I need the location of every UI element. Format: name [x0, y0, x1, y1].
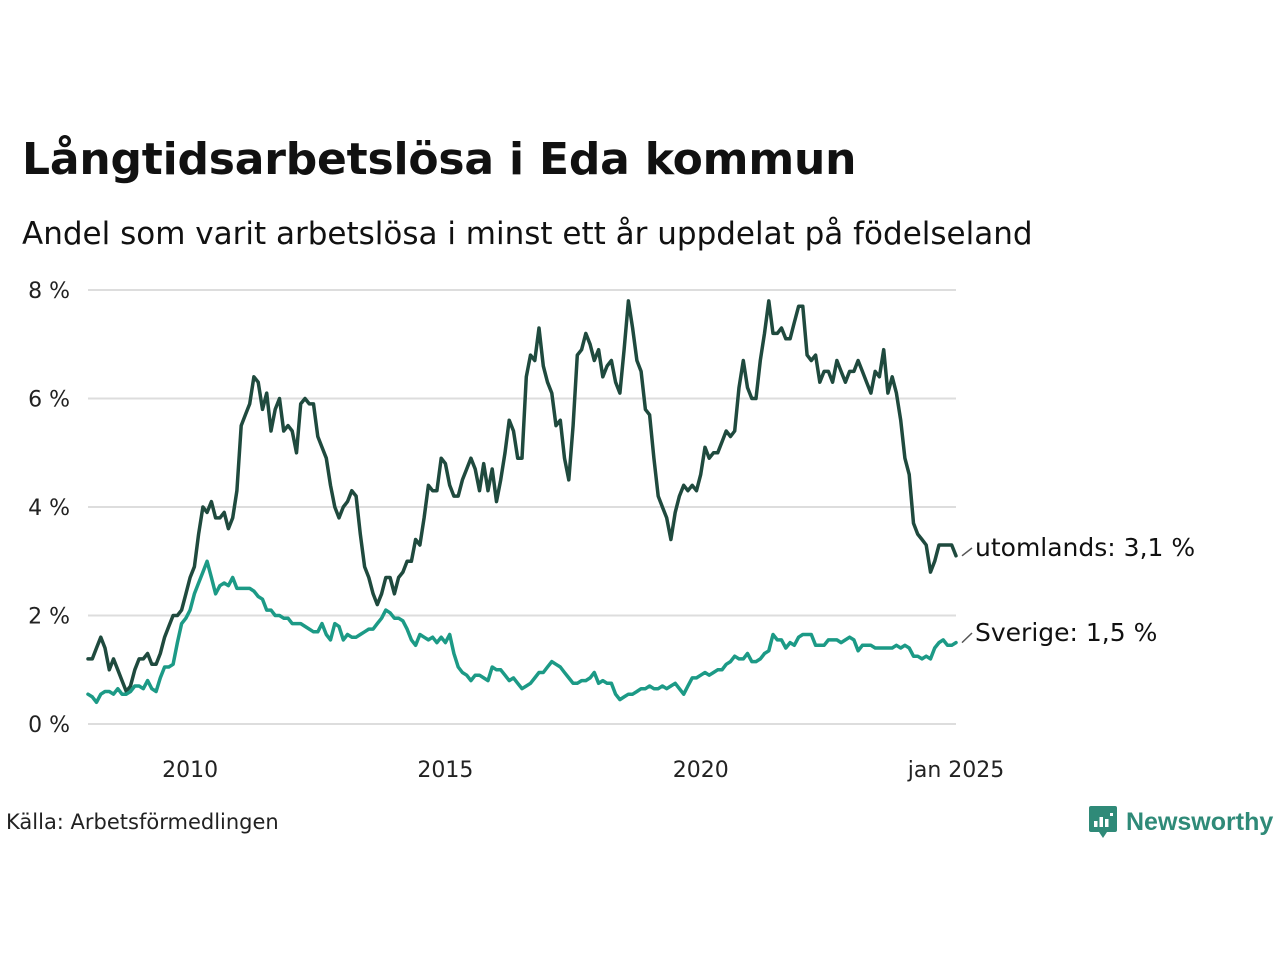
end-label-sverige: Sverige: 1,5 %: [975, 618, 1157, 647]
end-label-connector: [961, 547, 973, 557]
y-tick-label: 0 %: [28, 713, 70, 738]
x-tick-label: jan 2025: [907, 758, 1005, 783]
y-tick-label: 2 %: [28, 605, 70, 630]
series-line-utomlands: [86, 299, 958, 694]
x-tick-label: 2010: [162, 758, 218, 783]
end-label-connector: [961, 632, 973, 644]
series-line-sverige: [86, 559, 958, 705]
x-tick-label: 2020: [673, 758, 729, 783]
series-lines: [86, 299, 958, 705]
end-label-utomlands: utomlands: 3,1 %: [975, 533, 1195, 562]
y-axis: 0 % 2 % 4 % 6 % 8 %: [28, 279, 70, 738]
chart-subtitle: Andel som varit arbetslösa i minst ett å…: [22, 216, 1033, 252]
y-tick-label: 6 %: [28, 388, 70, 413]
chart-title: Långtidsarbetslösa i Eda kommun: [22, 134, 857, 185]
bar-chart-pin-icon: [1089, 806, 1117, 838]
brand-name: Newsworthy: [1126, 807, 1274, 836]
series-end-labels: utomlands: 3,1 % Sverige: 1,5 %: [961, 533, 1195, 647]
brand-logo: Newsworthy: [1088, 804, 1273, 840]
x-axis: 2010 2015 2020 jan 2025: [162, 758, 1004, 783]
y-tick-label: 4 %: [28, 496, 70, 521]
y-tick-label: 8 %: [28, 279, 70, 304]
source-note: Källa: Arbetsförmedlingen: [6, 810, 279, 834]
grid-lines: [88, 289, 956, 725]
x-tick-label: 2015: [417, 758, 473, 783]
